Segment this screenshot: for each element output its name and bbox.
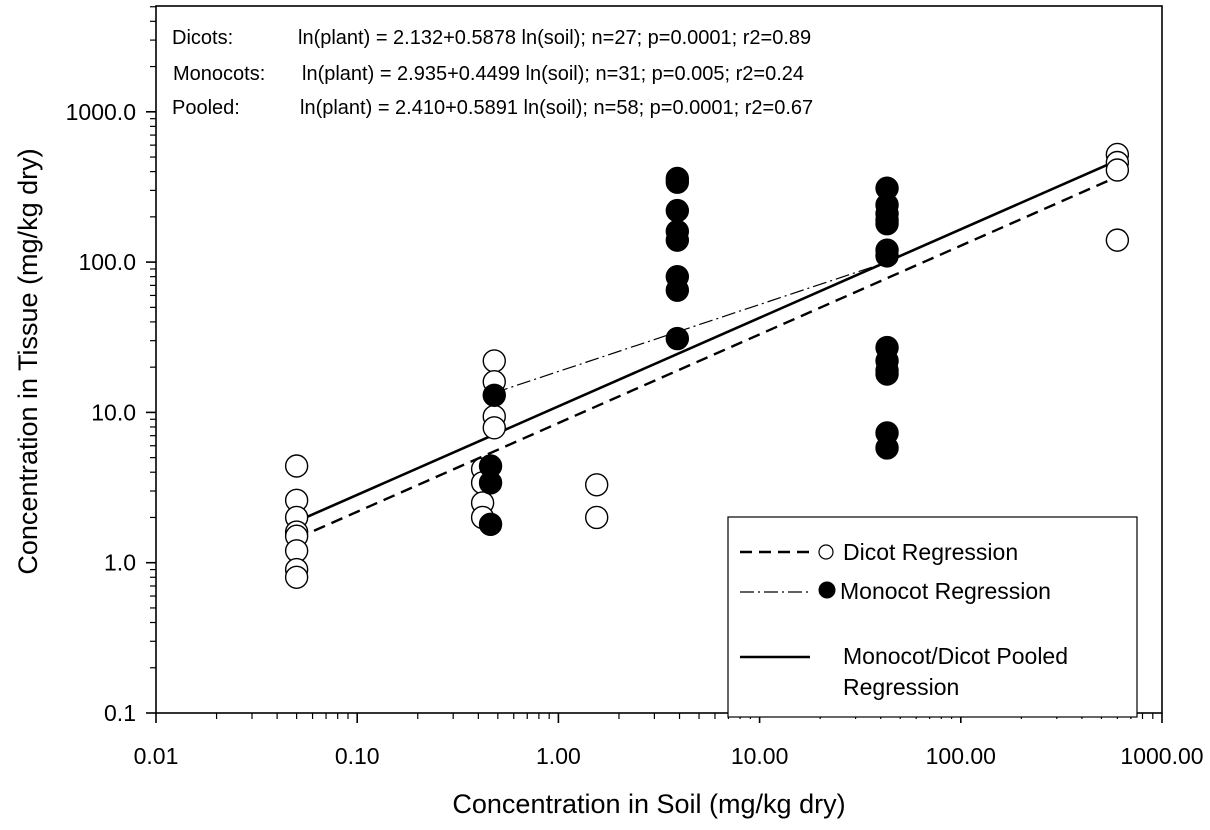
legend-label: Dicot Regression [843, 539, 1018, 565]
x-tick-label: 0.01 [134, 743, 179, 769]
y-tick-label: 10.0 [91, 399, 136, 425]
dicot-point [482, 349, 506, 373]
monocot-point [665, 198, 690, 223]
regression-line-dashed [296, 175, 1118, 540]
dicot-point [482, 416, 506, 440]
x-tick-label: 1.00 [536, 743, 581, 769]
dicot-point [584, 473, 609, 497]
dicot-point [284, 565, 309, 589]
plot-frame [155, 5, 1163, 714]
legend-label-line2: Regression [843, 674, 959, 700]
equation-text: ln(plant) = 2.132+0.5878 ln(soil); n=27;… [298, 27, 811, 49]
y-tick-label: 0.1 [104, 700, 136, 726]
x-tick-label: 1000.00 [1120, 743, 1203, 769]
equation-group-label: Dicots: [172, 27, 233, 49]
legend-label: Monocot Regression [840, 578, 1051, 604]
x-tick-label: 10.00 [731, 743, 789, 769]
y-tick-label: 1000.0 [66, 99, 136, 125]
x-tick-label: 0.10 [335, 743, 380, 769]
monocot-point [665, 228, 690, 252]
x-axis-title: Concentration in Soil (mg/kg dry) [452, 789, 845, 819]
monocot-point [875, 244, 899, 268]
equation-text: ln(plant) = 2.410+0.5891 ln(soil); n=58;… [300, 97, 813, 119]
equation-text: ln(plant) = 2.935+0.4499 ln(soil); n=31;… [302, 63, 804, 85]
legend-marker [818, 581, 836, 599]
regression-line-dash-dot [494, 261, 888, 394]
y-tick-label: 100.0 [78, 249, 136, 275]
legend-marker [818, 544, 834, 560]
monocot-point [482, 383, 506, 407]
legend-box [727, 516, 1138, 718]
equation-group-label: Monocots: [173, 63, 265, 85]
dicot-point [1105, 228, 1130, 252]
x-tick-label: 100.00 [926, 743, 996, 769]
monocot-point [665, 326, 690, 351]
monocot-point [875, 436, 899, 460]
y-tick-label: 1.0 [104, 550, 136, 576]
dicot-point [284, 454, 309, 478]
dicot-point [1105, 158, 1130, 182]
monocot-point [665, 278, 690, 302]
y-axis-title: Concentration in Tissue (mg/kg dry) [13, 148, 43, 574]
regression-line-solid [296, 159, 1118, 523]
monocot-point [478, 512, 503, 537]
monocot-point [478, 471, 503, 495]
legend-label: Monocot/Dicot Pooled [843, 643, 1068, 669]
dicot-point [584, 505, 609, 530]
monocot-point [875, 212, 899, 236]
equation-group-label: Pooled: [172, 97, 240, 119]
monocot-point [875, 362, 899, 386]
monocot-point [665, 170, 690, 194]
